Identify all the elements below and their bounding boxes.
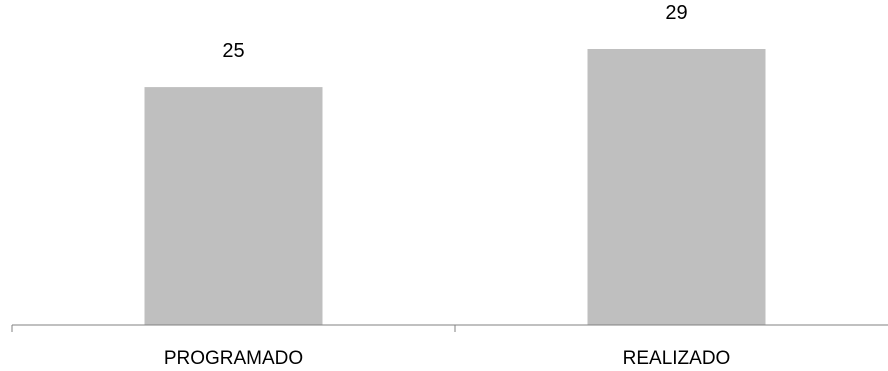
category-label-realizado: REALIZADO: [623, 348, 731, 369]
value-labels-group: 25 29: [222, 2, 687, 62]
bar-realizado: [587, 49, 766, 325]
bars-group: [144, 49, 766, 325]
data-label-programado: 25: [222, 40, 244, 62]
category-labels-group: PROGRAMADO REALIZADO: [164, 348, 731, 369]
data-label-realizado: 29: [665, 2, 687, 24]
category-label-programado: PROGRAMADO: [164, 348, 303, 369]
x-axis-ticks: [11, 325, 456, 332]
bar-programado: [144, 87, 323, 325]
